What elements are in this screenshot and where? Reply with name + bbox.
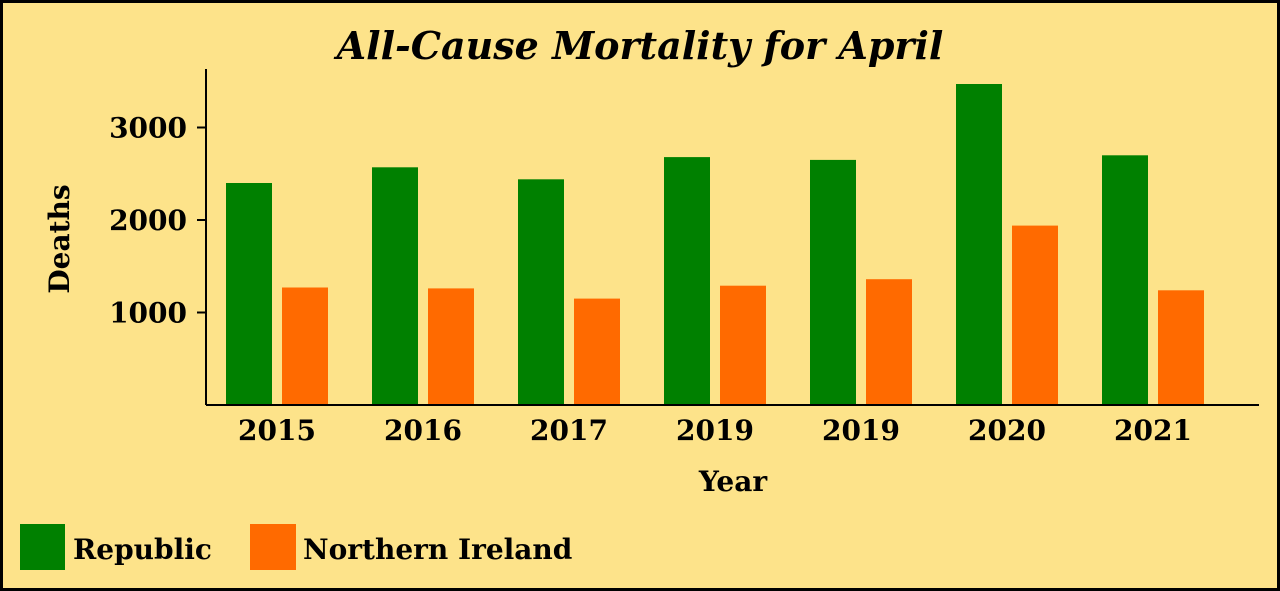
y-tick-label: 3000	[109, 112, 187, 145]
y-tick-label: 2000	[109, 204, 187, 237]
x-tick-label: 2015	[238, 414, 316, 447]
y-ticks-group: 1000 2000 3000	[109, 112, 206, 330]
bar-republic-3	[664, 157, 710, 405]
x-tick-label: 2019	[822, 414, 900, 447]
bar-republic-6	[1102, 155, 1148, 406]
chart-title: All-Cause Mortality for April	[334, 23, 944, 68]
x-ticks-group: 2015 2016 2017 2019 2019 2020 2021	[238, 414, 1192, 447]
bar-republic-2	[518, 179, 564, 405]
y-axis-label: Deaths	[43, 184, 76, 293]
x-tick-label: 2021	[1114, 414, 1192, 447]
bar-northern-ireland-1	[428, 288, 474, 405]
bar-northern-ireland-2	[574, 298, 620, 405]
bar-republic-4	[810, 159, 856, 405]
bar-republic-1	[372, 167, 418, 405]
bar-northern-ireland-5	[1012, 225, 1058, 405]
bar-northern-ireland-6	[1158, 290, 1204, 405]
x-axis-label: Year	[698, 465, 769, 498]
legend-swatch-northern-ireland	[250, 524, 296, 570]
x-tick-label: 2017	[530, 414, 608, 447]
legend: Republic Northern Ireland	[20, 524, 572, 570]
x-tick-label: 2019	[676, 414, 754, 447]
legend-label-northern-ireland: Northern Ireland	[303, 533, 572, 566]
bar-northern-ireland-4	[866, 279, 912, 405]
x-tick-label: 2016	[384, 414, 462, 447]
legend-label-republic: Republic	[73, 533, 212, 566]
bars-group	[226, 84, 1204, 406]
y-tick-label: 1000	[109, 297, 187, 330]
legend-swatch-republic	[20, 524, 65, 570]
bar-republic-5	[956, 84, 1002, 405]
x-tick-label: 2020	[968, 414, 1046, 447]
bar-northern-ireland-0	[282, 287, 328, 405]
bar-northern-ireland-3	[720, 285, 766, 405]
chart-svg: All-Cause Mortality for April 1000 2000 30…	[20, 23, 1259, 570]
chart-frame: All-Cause Mortality for April 1000 2000 30…	[3, 3, 1277, 588]
bar-republic-0	[226, 183, 272, 405]
